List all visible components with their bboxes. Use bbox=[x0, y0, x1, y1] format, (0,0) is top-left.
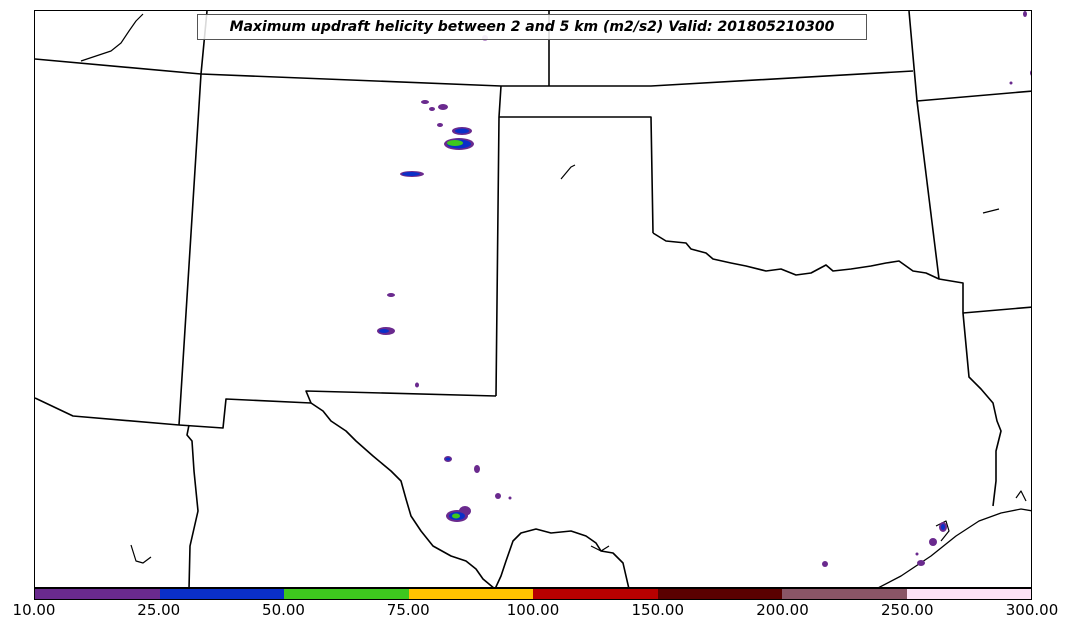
colorbar-tick-label: 150.00 bbox=[631, 601, 685, 619]
state-boundary-nm-tx bbox=[178, 390, 497, 429]
map-canvas bbox=[35, 11, 1031, 587]
colorbar-tick-label: 250.00 bbox=[881, 601, 934, 619]
colorbar-segment-1 bbox=[159, 589, 284, 599]
border-mx-az bbox=[186, 424, 199, 587]
colorbar-tick-label: 50.00 bbox=[262, 601, 305, 619]
helicity-cell-tx-7 bbox=[822, 561, 828, 567]
state-boundary-az-mx bbox=[35, 397, 180, 426]
map-title: Maximum updraft helicity between 2 and 5… bbox=[197, 14, 867, 40]
helicity-cell-co-7b bbox=[402, 172, 420, 176]
colorbar bbox=[34, 588, 1032, 600]
colorbar-tick-label: 25.00 bbox=[137, 601, 181, 619]
helicity-cell-la-1b bbox=[941, 524, 945, 530]
colorbar-segment-4 bbox=[533, 589, 658, 599]
state-boundary-nm-ok bbox=[495, 85, 502, 397]
helicity-cell-tx-1b bbox=[445, 457, 451, 461]
lake-tx-south bbox=[590, 545, 610, 552]
helicity-cell-co-3 bbox=[438, 104, 448, 110]
helicity-cell-co-4 bbox=[437, 123, 443, 127]
helicity-cell-tx-8 bbox=[915, 552, 919, 556]
colorbar-segment-5 bbox=[657, 589, 782, 599]
state-boundary-ok-ks bbox=[499, 116, 654, 234]
state-boundary-ok-ar bbox=[916, 100, 940, 280]
colorbar-tick-label: 75.00 bbox=[386, 601, 430, 619]
colorbar-segment-2 bbox=[284, 589, 409, 599]
lake-missouri bbox=[982, 208, 1000, 214]
lake-texoma bbox=[560, 164, 576, 180]
state-boundary-ar-la bbox=[962, 306, 1031, 314]
colorbar-tick-label: 200.00 bbox=[756, 601, 809, 619]
gulf-coast bbox=[878, 508, 1031, 587]
helicity-cell-co-5b bbox=[455, 128, 469, 134]
red-river bbox=[652, 232, 1002, 507]
helicity-cell-tx-6c bbox=[452, 513, 460, 519]
helicity-cell-co-2 bbox=[429, 107, 435, 111]
colorbar-segment-7 bbox=[906, 589, 1031, 599]
helicity-cell-tx-2 bbox=[474, 465, 480, 473]
colorbar-tick-label: 300.00 bbox=[1005, 601, 1059, 619]
helicity-cell-ks-e bbox=[1030, 70, 1031, 76]
helicity-cell-ks-e2 bbox=[1009, 81, 1013, 85]
map-panel bbox=[34, 10, 1032, 588]
colorbar-tick-labels: 10.00 25.00 50.00 75.00 100.00 150.00 200.00 25… bbox=[0, 601, 1070, 627]
helicity-cell-la-3 bbox=[917, 560, 925, 566]
rio-grande bbox=[310, 402, 630, 587]
colorbar-segment-6 bbox=[782, 589, 907, 599]
lake-mx bbox=[130, 544, 152, 564]
helicity-cell-tx-4 bbox=[508, 496, 512, 500]
colorbar-tick-label: 10.00 bbox=[12, 601, 56, 619]
colorbar-segment-3 bbox=[408, 589, 533, 599]
helicity-cell-nm-2b bbox=[379, 329, 389, 333]
great-salt-lake-coast bbox=[80, 13, 144, 62]
state-boundary-ks-mo bbox=[908, 11, 1031, 102]
helicity-cell-ks-ne bbox=[1023, 11, 1027, 17]
state-boundary-ut-co-north bbox=[35, 58, 914, 87]
helicity-cell-nm-1 bbox=[387, 293, 395, 297]
helicity-cell-co-1 bbox=[421, 100, 429, 104]
colorbar-segment-0 bbox=[35, 589, 160, 599]
helicity-cell-co-6c bbox=[447, 140, 463, 146]
colorbar-tick-label: 100.00 bbox=[506, 601, 560, 619]
helicity-cell-nm-3 bbox=[415, 382, 419, 388]
helicity-cell-tx-3 bbox=[495, 493, 501, 499]
lake-ar-east bbox=[1015, 490, 1027, 502]
helicity-cell-la-2 bbox=[929, 538, 937, 546]
